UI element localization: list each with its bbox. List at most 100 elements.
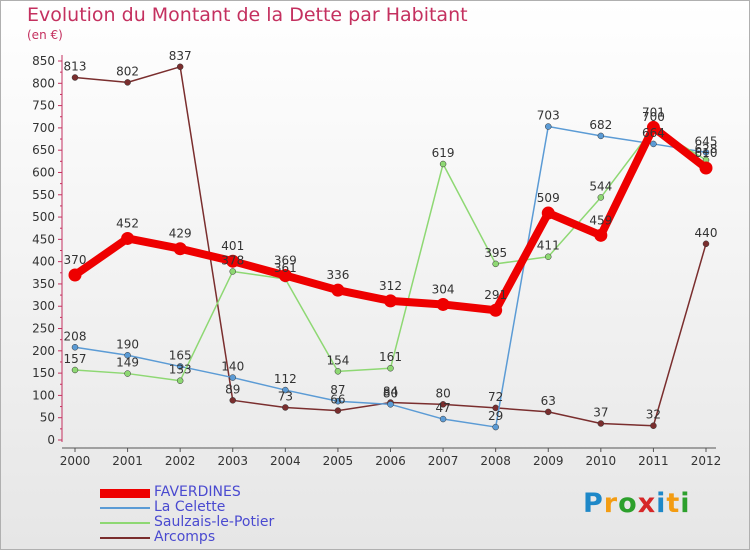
data-point (541, 206, 555, 220)
data-point (229, 268, 236, 275)
data-label: 47 (435, 401, 450, 415)
y-tick-label: 600 (32, 165, 55, 179)
x-tick-label: 2008 (480, 454, 511, 468)
x-tick-label: 2007 (428, 454, 459, 468)
data-label: 378 (221, 253, 244, 267)
y-tick-label: 0 (47, 433, 55, 447)
data-label: 72 (488, 390, 503, 404)
y-tick-label: 200 (32, 344, 55, 358)
data-label: 619 (432, 146, 455, 160)
data-label: 645 (695, 134, 718, 148)
data-point (334, 407, 342, 414)
y-tick-label: 150 (32, 366, 55, 380)
x-tick-label: 2006 (375, 454, 406, 468)
y-tick-label: 800 (32, 76, 55, 90)
data-label: 544 (589, 179, 612, 193)
data-point (229, 374, 236, 381)
data-point (331, 283, 345, 297)
y-tick-label: 550 (32, 188, 55, 202)
data-point (439, 160, 447, 168)
data-point (173, 242, 187, 256)
data-label: 73 (278, 389, 293, 403)
data-label: 190 (116, 337, 139, 351)
legend-label: FAVERDINES (154, 484, 241, 500)
data-point (226, 254, 240, 268)
data-point (121, 231, 135, 245)
x-tick-label: 2009 (533, 454, 564, 468)
data-point (439, 401, 447, 408)
x-tick-label: 2004 (270, 454, 301, 468)
data-label: 369 (274, 253, 297, 267)
x-tick-label: 2005 (323, 454, 354, 468)
data-point (492, 423, 499, 431)
legend-label: La Celette (154, 499, 226, 515)
data-point (71, 366, 79, 374)
data-label: 370 (64, 253, 87, 267)
data-label: 80 (435, 386, 450, 400)
y-tick-label: 300 (32, 299, 55, 313)
data-point (594, 228, 608, 242)
data-label: 411 (537, 239, 560, 253)
data-label: 701 (642, 105, 665, 119)
series-line-1 (74, 125, 707, 428)
data-label: 157 (64, 352, 87, 366)
x-tick-label: 2000 (60, 454, 91, 468)
data-point (176, 63, 184, 71)
data-point (699, 161, 713, 175)
data-label: 395 (484, 246, 507, 260)
data-point (282, 404, 289, 411)
x-tick-label: 2001 (112, 454, 143, 468)
legend-swatch (100, 537, 150, 539)
series-line-2 (74, 127, 707, 382)
legend-swatch (100, 522, 150, 524)
data-label: 312 (379, 279, 402, 293)
data-point (650, 422, 657, 429)
data-label: 361 (274, 261, 297, 275)
data-label: 802 (116, 64, 139, 78)
axes: 0 50 100 150 200 250 300 350 400 450 500 550 600 650 7… (32, 54, 721, 468)
data-label: 682 (589, 118, 612, 132)
data-label: 112 (274, 372, 297, 386)
data-label: 304 (432, 282, 455, 296)
y-tick-label: 400 (32, 255, 55, 269)
data-label: 80 (383, 386, 398, 400)
data-label: 813 (64, 59, 87, 73)
data-point (545, 123, 552, 130)
x-tick-label: 2012 (691, 454, 722, 468)
data-label: 509 (537, 191, 560, 205)
data-label: 208 (64, 329, 87, 343)
data-point (702, 149, 710, 156)
data-point (334, 397, 342, 405)
legend-label: Saulzais-le-Potier (154, 514, 275, 530)
data-point (124, 79, 131, 86)
data-label: 628 (695, 142, 718, 156)
data-point (71, 344, 79, 351)
data-point (68, 268, 82, 282)
data-point (229, 397, 236, 404)
data-label: 664 (642, 126, 665, 140)
data-label: 84 (383, 385, 398, 399)
data-point (650, 140, 657, 148)
data-point (436, 297, 450, 311)
data-point (384, 294, 397, 308)
data-label: 32 (646, 408, 661, 422)
data-label: 440 (695, 226, 718, 240)
data-point (176, 377, 184, 384)
data-label: 154 (326, 353, 349, 367)
data-label: 452 (116, 216, 139, 230)
y-unit-label: (en €) (27, 28, 63, 42)
data-point (489, 303, 503, 317)
x-tick-label: 2011 (638, 454, 669, 468)
data-label: 133 (169, 363, 192, 377)
data-label: 165 (169, 348, 192, 362)
data-point (702, 240, 710, 248)
x-tick-label: 2010 (586, 454, 617, 468)
data-point (387, 364, 394, 372)
data-label: 703 (537, 109, 560, 123)
legend-label: Arcomps (154, 529, 216, 545)
y-tick-label: 100 (32, 388, 55, 402)
data-label: 29 (488, 409, 503, 423)
data-point (176, 363, 184, 370)
